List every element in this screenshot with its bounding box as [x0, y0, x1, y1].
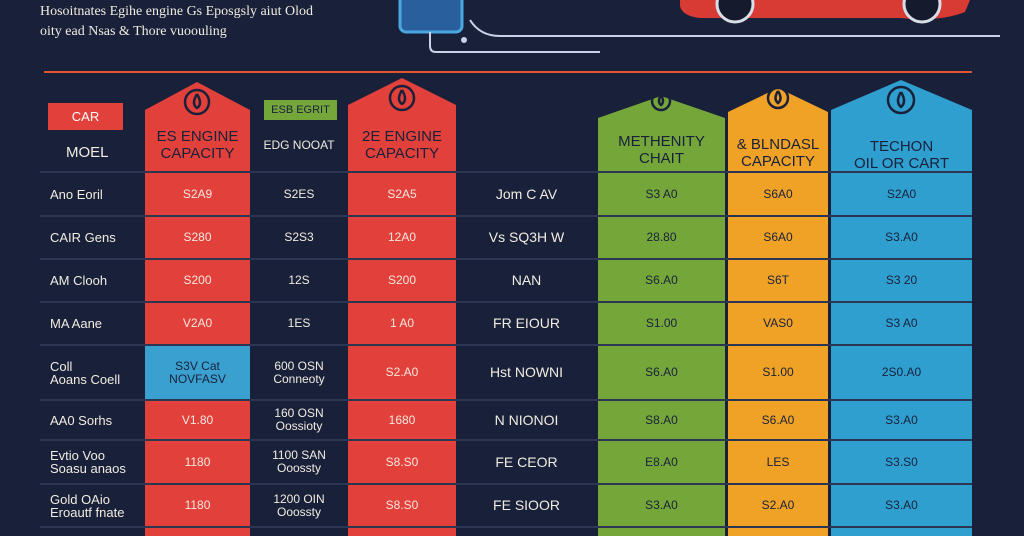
table-cell: FE CEOR [495, 453, 558, 470]
table-cell: NAN [511, 272, 542, 288]
dot [461, 37, 467, 43]
table-cell: S2.A0 [385, 365, 419, 379]
table-cell: S8.S0 [385, 498, 419, 512]
table-cell: S3.A0 [645, 498, 678, 512]
table-cell: S6.A0 [645, 365, 678, 379]
table-cell: S8.A0 [645, 412, 678, 427]
blue-column [831, 80, 972, 536]
table-cell: Gold OAio Eroautf fnate [50, 491, 125, 520]
table-cell: S200 [183, 273, 212, 287]
column-header: MOEL [66, 144, 109, 161]
table-cell: S6A0 [763, 230, 793, 244]
table-cell: 28.80 [646, 230, 677, 244]
table-cell: S8.S0 [385, 454, 419, 469]
table-cell: S2A5 [387, 186, 417, 201]
wheel [715, 0, 755, 24]
intro-line: oity ead Nsas & Thore vuoouling [40, 24, 227, 39]
table-cell: MA Aane [50, 316, 103, 331]
wire [469, 19, 1000, 37]
wheel [902, 0, 942, 24]
table-cell: S3.A0 [885, 412, 918, 427]
table-cell: S2ES [283, 186, 315, 201]
table-cell: 1100 SAN Ooossty [272, 448, 326, 475]
table-cell: 1180 [184, 454, 211, 469]
column-header: 2E ENGINE CAPACITY [361, 128, 443, 162]
table-cell: E8.A0 [645, 454, 678, 469]
table-cell: AA0 Sorhs [50, 412, 113, 428]
table-cell: FE SIOOR [493, 497, 560, 513]
red-column [348, 78, 456, 536]
column-header: EDG NOOAT [263, 137, 335, 152]
table-cell: V1.80 [181, 412, 214, 427]
device-icon [398, 0, 464, 34]
orange-column [728, 88, 828, 536]
highlight-cell [145, 345, 250, 400]
table-cell: S3.A0 [885, 498, 918, 512]
drop-icons [183, 84, 916, 116]
table-cell: S2S3 [284, 230, 314, 244]
table-cell: 12A0 [387, 230, 417, 244]
table-cell: S1.00 [645, 316, 678, 330]
table-cell: S6T [766, 273, 789, 287]
table-cell: 600 OSN Conneoty [273, 358, 325, 386]
table-cell: Ano Eoril [50, 186, 103, 202]
table-cell: S1.00 [762, 365, 794, 379]
table-cell: 1680 [388, 412, 416, 427]
table-cell: 160 OSN Oossioty [274, 406, 324, 433]
table-cell: 1200 OIN Ooossty [273, 491, 325, 519]
table-cell: S280 [183, 230, 212, 244]
table-cell: N NIONOI [494, 411, 559, 428]
table-cell: S200 [387, 273, 417, 287]
table-cell: AM Clooh [50, 273, 108, 288]
car-badge: CAR [48, 103, 123, 130]
table-cell: S2A0 [886, 186, 917, 201]
table-cell: S3.A0 [885, 230, 918, 244]
table-cell: Hst NOWNI [489, 364, 564, 380]
table-cell: S3.S0 [885, 454, 918, 469]
table-cell: 1 A0 [389, 316, 415, 330]
table-cell: S6A0 [763, 186, 793, 201]
table-cell: 1ES [287, 316, 311, 330]
column-header: & BLNDASL CAPACITY [736, 136, 820, 170]
table-cell: S6.A0 [645, 273, 678, 287]
table-cell: 1180 [184, 498, 211, 512]
table-cell: VAS0 [763, 316, 793, 330]
table-cell: Jom C AV [495, 185, 558, 202]
intro-line: Hosoitnates Egihe engine Gs Eposgsly aiu… [40, 4, 313, 19]
column-header: TECHON OIL OR CART [853, 138, 950, 172]
green-column [598, 96, 725, 536]
table-cell: V2A0 [182, 316, 213, 330]
table-cell: S3V Cat NOVFASV [169, 358, 226, 386]
red-column [145, 82, 250, 536]
column-header: ES ENGINE CAPACITY [156, 128, 239, 162]
table-cell: S2.A0 [761, 498, 795, 512]
wire [429, 32, 600, 53]
table-cell: S6.A0 [761, 412, 795, 427]
table-cell: 12S [288, 273, 310, 287]
table-cell: FR EIOUR [493, 315, 560, 331]
table-cell: Evtio Voo Soasu anaos [50, 448, 126, 476]
table-cell: LES [766, 454, 790, 469]
table-cell: S3 20 [885, 273, 918, 287]
esb-badge: ESB EGRIT [264, 100, 337, 120]
table-cell: S3 A0 [645, 186, 678, 201]
column-header: METHENITY CHAIT [618, 133, 705, 167]
table-cell: Coll Aoans Coell [50, 358, 121, 387]
table-cell: CAIR Gens [50, 230, 116, 245]
table-cell: S2A9 [182, 186, 213, 201]
table-cell: 2S0.A0 [881, 365, 922, 379]
table-cell: S3 A0 [885, 316, 918, 330]
table-cell: Vs SQ3H W [488, 229, 565, 245]
